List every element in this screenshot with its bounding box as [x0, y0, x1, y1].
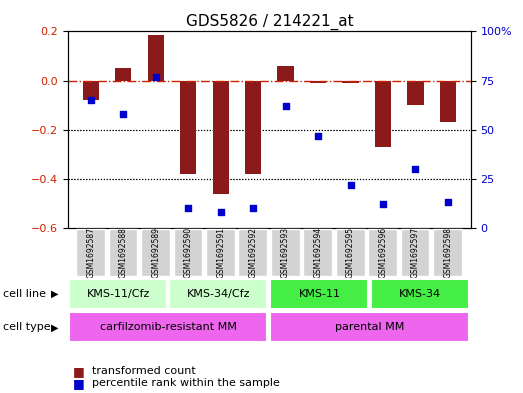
Text: GSM1692592: GSM1692592 — [248, 227, 258, 278]
Point — [86, 97, 95, 103]
Bar — [407, 81, 424, 105]
Text: cell type: cell type — [3, 322, 50, 332]
Bar — [440, 81, 456, 122]
Point — [152, 73, 160, 80]
Bar — [115, 68, 131, 81]
Point — [346, 182, 355, 188]
Point — [379, 201, 387, 208]
FancyBboxPatch shape — [141, 229, 169, 276]
FancyBboxPatch shape — [270, 279, 368, 309]
Point — [444, 199, 452, 206]
Text: GSM1692594: GSM1692594 — [314, 227, 323, 278]
FancyBboxPatch shape — [336, 229, 365, 276]
FancyBboxPatch shape — [169, 279, 267, 309]
Text: ■: ■ — [73, 365, 85, 378]
Text: GSM1692597: GSM1692597 — [411, 227, 420, 278]
FancyBboxPatch shape — [371, 279, 469, 309]
Text: percentile rank within the sample: percentile rank within the sample — [92, 378, 279, 388]
Text: transformed count: transformed count — [92, 366, 195, 376]
FancyBboxPatch shape — [206, 229, 235, 276]
Bar — [245, 81, 261, 174]
Point — [249, 205, 257, 211]
Bar — [212, 81, 229, 194]
Text: GSM1692598: GSM1692598 — [444, 227, 452, 278]
Text: GSM1692587: GSM1692587 — [86, 227, 95, 278]
Point — [281, 103, 290, 109]
Title: GDS5826 / 214221_at: GDS5826 / 214221_at — [186, 14, 353, 30]
FancyBboxPatch shape — [401, 229, 429, 276]
FancyBboxPatch shape — [109, 229, 137, 276]
Text: KMS-34/Cfz: KMS-34/Cfz — [187, 289, 251, 299]
Point — [314, 132, 322, 139]
FancyBboxPatch shape — [271, 229, 300, 276]
Text: GSM1692596: GSM1692596 — [379, 227, 388, 278]
Point — [184, 205, 192, 211]
FancyBboxPatch shape — [368, 229, 397, 276]
Text: ▶: ▶ — [51, 289, 59, 299]
Text: GSM1692589: GSM1692589 — [151, 227, 160, 278]
Bar — [278, 66, 294, 81]
Bar — [310, 81, 326, 83]
FancyBboxPatch shape — [238, 229, 267, 276]
Point — [119, 111, 128, 117]
FancyBboxPatch shape — [69, 279, 167, 309]
Point — [217, 209, 225, 215]
Text: parental MM: parental MM — [335, 322, 405, 332]
Text: ▶: ▶ — [51, 322, 59, 332]
Bar — [147, 35, 164, 81]
FancyBboxPatch shape — [76, 229, 105, 276]
Text: GSM1692588: GSM1692588 — [119, 227, 128, 278]
Text: cell line: cell line — [3, 289, 46, 299]
Text: GSM1692593: GSM1692593 — [281, 227, 290, 278]
Text: KMS-11/Cfz: KMS-11/Cfz — [87, 289, 150, 299]
FancyBboxPatch shape — [69, 312, 267, 342]
Bar — [375, 81, 391, 147]
Bar — [343, 81, 359, 83]
Text: GSM1692595: GSM1692595 — [346, 227, 355, 278]
Bar — [180, 81, 196, 174]
Text: ■: ■ — [73, 376, 85, 390]
Text: GSM1692591: GSM1692591 — [216, 227, 225, 278]
FancyBboxPatch shape — [174, 229, 202, 276]
Text: KMS-11: KMS-11 — [299, 289, 340, 299]
FancyBboxPatch shape — [434, 229, 462, 276]
Bar — [83, 81, 99, 100]
Point — [411, 166, 419, 172]
FancyBboxPatch shape — [270, 312, 469, 342]
Text: carfilzomib-resistant MM: carfilzomib-resistant MM — [100, 322, 237, 332]
FancyBboxPatch shape — [303, 229, 332, 276]
Text: KMS-34: KMS-34 — [399, 289, 441, 299]
Text: GSM1692590: GSM1692590 — [184, 227, 192, 278]
